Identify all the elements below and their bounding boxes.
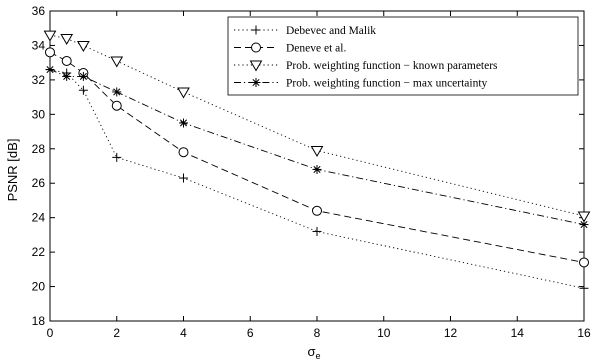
y-tick-label: 18 [32,314,46,328]
data-point [111,100,122,111]
series-1 [45,65,589,293]
y-tick-label: 28 [32,142,46,156]
data-point [61,55,72,66]
data-point [177,87,190,99]
x-tick-label: 6 [247,326,254,340]
data-point [577,211,591,223]
x-tick-label: 12 [444,326,458,340]
data-point [179,173,188,183]
series-4 [45,65,589,230]
legend-marker [251,78,261,87]
data-point [60,34,74,46]
data-point [579,220,589,230]
data-point [62,71,72,81]
y-tick-label: 36 [32,4,46,18]
legend-entry: Deneve et al. [234,42,346,55]
series-2 [45,47,589,268]
data-point [45,65,55,75]
data-point [178,147,189,158]
legend: Debevec and Malik Deneve et al. Prob. weig… [227,16,579,96]
legend-label: Deneve et al. [286,43,346,55]
y-axis-label: PSNR [dB] [5,139,20,202]
y-tick-label: 30 [32,107,46,121]
x-tick-label: 0 [47,326,54,340]
legend-marker [251,42,261,53]
series-3 [43,30,591,223]
legend-marker [249,60,263,72]
legend-box [227,16,579,96]
data-series [43,30,591,293]
legend-marker [251,25,261,35]
data-point [179,118,188,128]
data-point [43,30,57,42]
x-tick-label: 14 [511,326,525,340]
legend-label: Debevec and Malik [286,25,376,37]
y-tick-label: 20 [32,280,46,294]
legend-entry: Prob. weighting function − known paramet… [234,60,498,72]
x-tick-label: 8 [314,326,321,340]
x-tick-label: 4 [180,326,187,340]
x-axis-label-symbol: σ [307,344,315,359]
x-axis-label-subscript: e [316,351,321,360]
x-axis-title: σe [307,344,320,360]
data-point [77,40,90,52]
data-point [78,71,88,81]
data-point [112,87,122,97]
x-tick-label: 10 [377,326,391,340]
x-tick-label: 2 [113,326,120,340]
data-point [110,56,124,68]
legend-entry: Prob. weighting function − max uncertain… [234,78,488,90]
legend-entry: Debevec and Malik [234,25,376,37]
y-tick-label: 22 [32,245,46,259]
series-line [49,69,585,289]
y-tick-label: 24 [32,211,46,225]
y-tick-label: 26 [32,176,46,190]
legend-label: Prob. weighting function − max uncertain… [286,78,488,90]
data-point [312,205,322,216]
data-point [312,226,322,236]
x-axis-label: σe [307,344,320,360]
data-point [312,164,322,174]
data-point [579,283,589,293]
data-point [310,146,324,157]
data-point [579,257,589,268]
legend-label: Prob. weighting function − known paramet… [286,60,498,72]
x-tick-label: 16 [577,326,591,340]
data-point [112,152,122,162]
data-point [45,47,55,58]
data-point [78,85,88,95]
y-tick-label: 34 [32,38,46,52]
y-tick-label: 32 [32,73,46,87]
